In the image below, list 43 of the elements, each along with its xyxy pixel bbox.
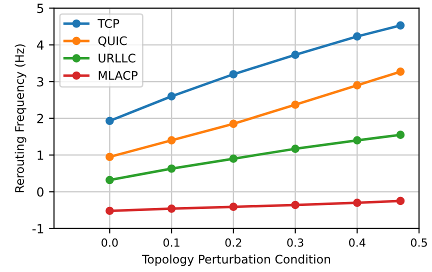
point	[229, 70, 238, 78]
x-axis-title: Topology Perturbation Condition	[142, 254, 330, 266]
y-tick-label: 3	[37, 77, 44, 87]
point	[229, 202, 238, 211]
y-tick-label: 2	[37, 114, 44, 124]
point	[353, 136, 362, 145]
legend-label: TCP	[98, 18, 120, 28]
y-tick-label: 5	[37, 4, 44, 14]
x-tick-label: 0.1	[163, 238, 180, 247]
point	[396, 130, 405, 140]
point	[353, 198, 362, 207]
point	[396, 21, 405, 30]
point	[353, 81, 362, 90]
point	[167, 92, 176, 100]
point	[291, 200, 300, 210]
point	[229, 154, 238, 163]
x-tick-label: 0.5	[410, 238, 427, 247]
legend-label: URLLC	[98, 54, 136, 63]
x-tick-label: 0.4	[349, 238, 366, 247]
point	[396, 196, 405, 206]
point	[291, 50, 300, 59]
point	[167, 164, 176, 173]
point	[229, 120, 238, 128]
y-axis-title: Rerouting Frequency (Hz)	[14, 44, 26, 192]
point	[396, 68, 405, 76]
y-tick-label: -1	[32, 224, 44, 234]
y-tick-label: 1	[38, 150, 44, 160]
point	[167, 136, 176, 145]
x-tick-label: 0.0	[102, 238, 118, 247]
y-tick-label: 0	[37, 187, 44, 197]
x-tick-label: 0.2	[225, 238, 242, 247]
legend-label: QUIC	[98, 36, 127, 47]
y-tick-label: 4	[36, 40, 44, 50]
legend-label: MLACP	[98, 70, 138, 80]
point	[167, 204, 176, 213]
point	[106, 206, 114, 216]
point	[106, 176, 114, 184]
point	[291, 144, 300, 153]
point	[106, 116, 114, 126]
point	[106, 152, 114, 162]
x-tick-label: 0.3	[287, 238, 304, 247]
point	[291, 100, 300, 109]
point	[353, 32, 362, 41]
